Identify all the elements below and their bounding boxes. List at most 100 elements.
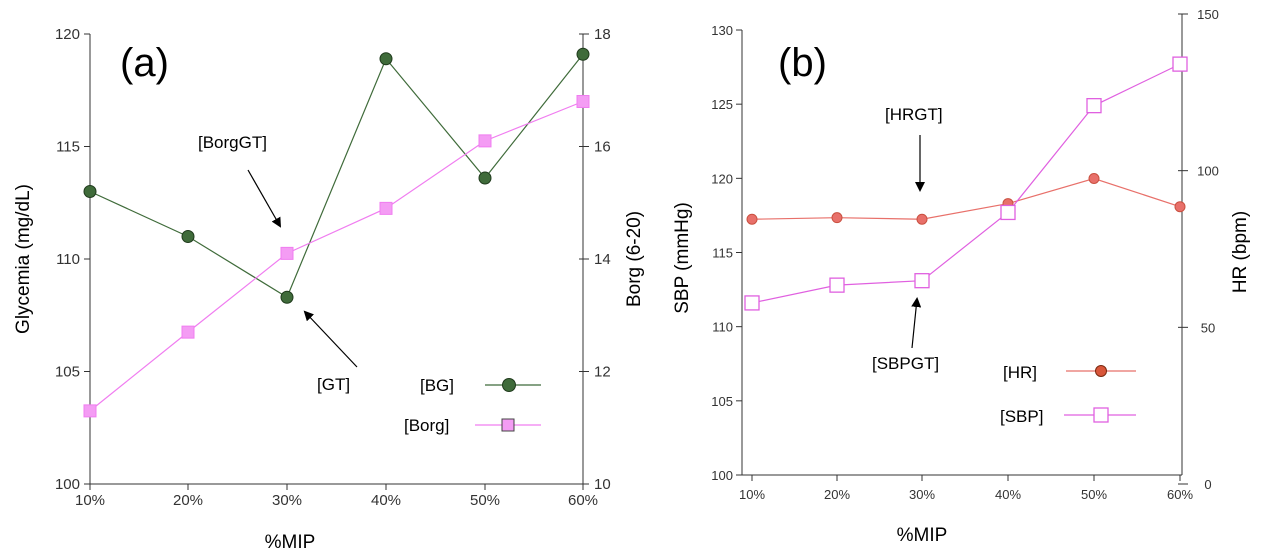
chart-b-annotation-sbpgt: [SBPGT]	[872, 297, 939, 373]
series-line-borg	[89, 100, 584, 412]
data-point-borg	[478, 134, 492, 148]
chart-b-right-axis-ticks: 0 50 100 150	[1178, 7, 1219, 492]
chart-b-x-axis-title: %MIP	[897, 525, 948, 546]
data-point-bg	[576, 47, 590, 61]
x-tick-label: 30%	[909, 487, 935, 502]
data-point-hr	[831, 212, 843, 224]
left-tick-label: 100	[55, 476, 80, 493]
chart-a: 100 105 110 115 120 10 12 14 16 18 10% 20% 30% 40% 5…	[13, 26, 645, 551]
data-point-bg	[181, 230, 195, 243]
data-point-bg	[280, 290, 294, 304]
legend-label-hr: [HR]	[1003, 363, 1037, 382]
chart-b-panel-label: (b)	[778, 41, 827, 85]
chart-a-panel-label: (a)	[120, 41, 169, 85]
data-point-bg	[379, 52, 393, 66]
x-tick-label: 10%	[739, 487, 765, 502]
data-point-borg	[576, 95, 590, 108]
chart-b-annotation-hrgt: [HRGT]	[885, 105, 943, 192]
data-point-sbp	[1172, 56, 1188, 72]
chart-b-left-axis-title: SBP (mmHg)	[672, 202, 693, 314]
right-tick-label: 50	[1201, 320, 1215, 335]
data-point-hr	[746, 213, 758, 225]
annotation-sbpgt-arrow	[911, 297, 922, 349]
legend-marker-borg	[501, 418, 515, 432]
x-tick-label: 30%	[272, 492, 302, 509]
right-tick-label: 14	[594, 251, 611, 268]
left-tick-label: 115	[56, 139, 80, 156]
chart-b-series-hr	[746, 173, 1186, 225]
x-tick-label: 10%	[75, 492, 105, 509]
x-tick-label: 20%	[173, 492, 203, 509]
chart-a-left-axis-title: Glycemia (mg/dL)	[13, 184, 34, 334]
left-tick-label: 130	[711, 23, 733, 38]
data-point-borg	[181, 325, 195, 339]
data-point-borg	[83, 404, 97, 418]
right-tick-label: 0	[1204, 477, 1211, 492]
legend-label-bg: [BG]	[420, 376, 454, 395]
legend-marker-bg	[502, 378, 516, 392]
chart-a-right-axis-title: Borg (6-20)	[624, 211, 645, 307]
annotation-hrgt-label: [HRGT]	[885, 105, 943, 124]
data-point-borg	[280, 246, 294, 260]
data-point-hr	[1174, 201, 1186, 213]
chart-a-series-borg	[83, 95, 590, 418]
left-tick-label: 100	[711, 468, 733, 483]
right-tick-label: 150	[1197, 7, 1219, 22]
x-tick-label: 60%	[568, 492, 598, 509]
chart-a-x-axis-title: %MIP	[265, 532, 316, 551]
annotation-gt-label: [GT]	[317, 375, 350, 394]
chart-a-frame	[89, 34, 584, 485]
left-tick-label: 125	[711, 97, 733, 112]
legend-marker-sbp	[1093, 407, 1109, 423]
left-tick-label: 105	[711, 394, 733, 409]
data-point-sbp	[1000, 204, 1016, 221]
data-point-hr	[1088, 173, 1100, 184]
annotation-sbpgt-label: [SBPGT]	[872, 354, 939, 373]
annotation-borggt-arrow	[247, 169, 281, 228]
series-line-bg	[89, 53, 584, 299]
chart-b-series-sbp	[744, 56, 1188, 311]
left-tick-label: 105	[55, 364, 80, 381]
chart-a-series-bg	[83, 47, 590, 304]
series-line-sbp	[751, 63, 1181, 304]
data-point-sbp	[1086, 98, 1102, 114]
chart-a-annotation-borggt: [BorgGT]	[198, 133, 281, 228]
data-point-bg	[478, 171, 492, 185]
left-tick-label: 120	[55, 26, 80, 43]
legend-label-borg: [Borg]	[404, 416, 449, 435]
legend-item-hr: [HR]	[1003, 363, 1136, 382]
left-tick-label: 120	[711, 171, 733, 186]
legend-item-sbp: [SBP]	[1000, 407, 1136, 426]
x-tick-label: 40%	[995, 487, 1021, 502]
legend-item-bg: [BG]	[420, 376, 541, 395]
right-tick-label: 10	[594, 476, 611, 493]
right-tick-label: 12	[594, 364, 611, 381]
chart-b: 100 105 110 115 120 125 130 0 50 100 150 10% 20% 30…	[672, 7, 1251, 546]
chart-a-legend: [BG] [Borg]	[404, 376, 541, 435]
x-tick-label: 60%	[1167, 487, 1193, 502]
right-tick-label: 100	[1197, 164, 1219, 179]
chart-b-right-axis-title: HR (bpm)	[1230, 211, 1251, 293]
left-tick-label: 115	[712, 246, 733, 261]
right-tick-label: 18	[594, 26, 611, 43]
x-tick-label: 20%	[824, 487, 850, 502]
x-tick-label: 40%	[371, 492, 401, 509]
annotation-borggt-label: [BorgGT]	[198, 133, 267, 152]
legend-label-sbp: [SBP]	[1000, 407, 1043, 426]
data-point-sbp	[744, 295, 760, 311]
x-tick-label: 50%	[470, 492, 500, 509]
left-tick-label: 110	[56, 251, 80, 268]
chart-a-right-axis-ticks: 10 12 14 16 18	[579, 26, 611, 493]
right-tick-label: 16	[594, 139, 611, 156]
legend-item-borg: [Borg]	[404, 416, 541, 435]
chart-b-x-axis-ticks: 10% 20% 30% 40% 50% 60%	[739, 475, 1193, 502]
annotation-gt-arrow	[303, 310, 358, 368]
left-tick-label: 110	[712, 320, 733, 335]
series-line-hr	[751, 177, 1181, 220]
x-tick-label: 50%	[1081, 487, 1107, 502]
chart-a-x-axis-ticks: 10% 20% 30% 40% 50% 60%	[75, 484, 598, 509]
chart-a-left-axis-ticks: 100 105 110 115 120	[55, 26, 90, 493]
data-point-hr	[916, 213, 928, 225]
chart-b-legend: [HR] [SBP]	[1000, 363, 1136, 426]
